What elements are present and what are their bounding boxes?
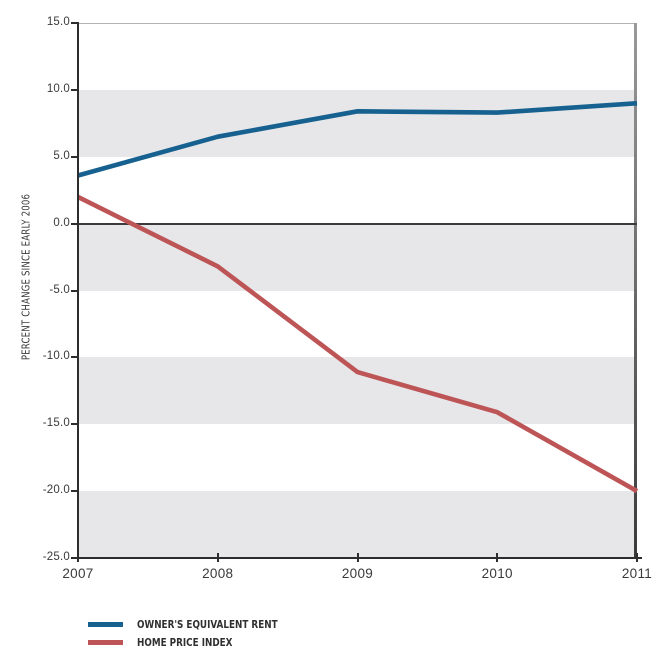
legend-swatch bbox=[88, 621, 123, 627]
shaded-band bbox=[78, 357, 637, 425]
y-tick-mark bbox=[71, 289, 79, 292]
x-tick-mark bbox=[216, 553, 219, 562]
legend-label: OWNER'S EQUIVALENT RENT bbox=[137, 617, 278, 631]
x-axis-line bbox=[77, 557, 642, 559]
y-tick-label: 15.0 bbox=[46, 16, 70, 28]
legend: OWNER'S EQUIVALENT RENT HOME PRICE INDEX bbox=[88, 615, 313, 651]
y-tick-mark bbox=[71, 356, 79, 359]
legend-label: HOME PRICE INDEX bbox=[137, 635, 233, 649]
y-tick-mark bbox=[71, 155, 79, 158]
zero-baseline bbox=[78, 222, 637, 225]
x-tick-mark bbox=[356, 553, 359, 562]
y-tick-mark bbox=[71, 22, 79, 24]
shaded-band bbox=[78, 223, 637, 291]
legend-item: HOME PRICE INDEX bbox=[88, 633, 313, 651]
shaded-band bbox=[78, 89, 637, 157]
y-axis-title: PERCENT CHANGE SINCE EARLY 2006 bbox=[20, 193, 33, 361]
series-lines bbox=[76, 101, 639, 494]
y-tick-mark bbox=[71, 423, 79, 426]
y-tick-label: 0.0 bbox=[53, 216, 70, 229]
series-line bbox=[77, 101, 638, 178]
x-tick-mark bbox=[77, 553, 79, 562]
x-tick-label: 2007 bbox=[62, 566, 94, 581]
x-tick-label: 2010 bbox=[481, 566, 513, 581]
x-tick-mark bbox=[636, 553, 638, 562]
y-tick-label: 10.0 bbox=[46, 82, 70, 95]
plot-right-border bbox=[634, 23, 637, 558]
legend-item: OWNER'S EQUIVALENT RENT bbox=[88, 615, 313, 633]
shaded-band bbox=[78, 491, 637, 558]
y-tick-mark bbox=[71, 88, 79, 91]
y-tick-mark bbox=[71, 222, 79, 225]
x-tick-label: 2011 bbox=[621, 566, 653, 581]
x-tick-label: 2009 bbox=[341, 566, 374, 581]
plot-top-border bbox=[78, 23, 637, 24]
y-tick-mark bbox=[71, 490, 79, 493]
y-tick-label: -15.0 bbox=[42, 417, 70, 430]
legend-swatch bbox=[88, 639, 123, 645]
y-tick-label: 5.0 bbox=[53, 149, 70, 162]
x-tick-mark bbox=[496, 553, 499, 562]
y-tick-label: -5.0 bbox=[49, 283, 70, 296]
series-line bbox=[76, 194, 639, 494]
y-tick-label: -25.0 bbox=[42, 551, 70, 563]
plot-area bbox=[76, 23, 639, 558]
y-tick-label: -20.0 bbox=[42, 484, 70, 497]
x-tick-label: 2008 bbox=[202, 566, 234, 581]
y-tick-mark bbox=[71, 557, 79, 559]
y-tick-label: -10.0 bbox=[42, 350, 70, 363]
